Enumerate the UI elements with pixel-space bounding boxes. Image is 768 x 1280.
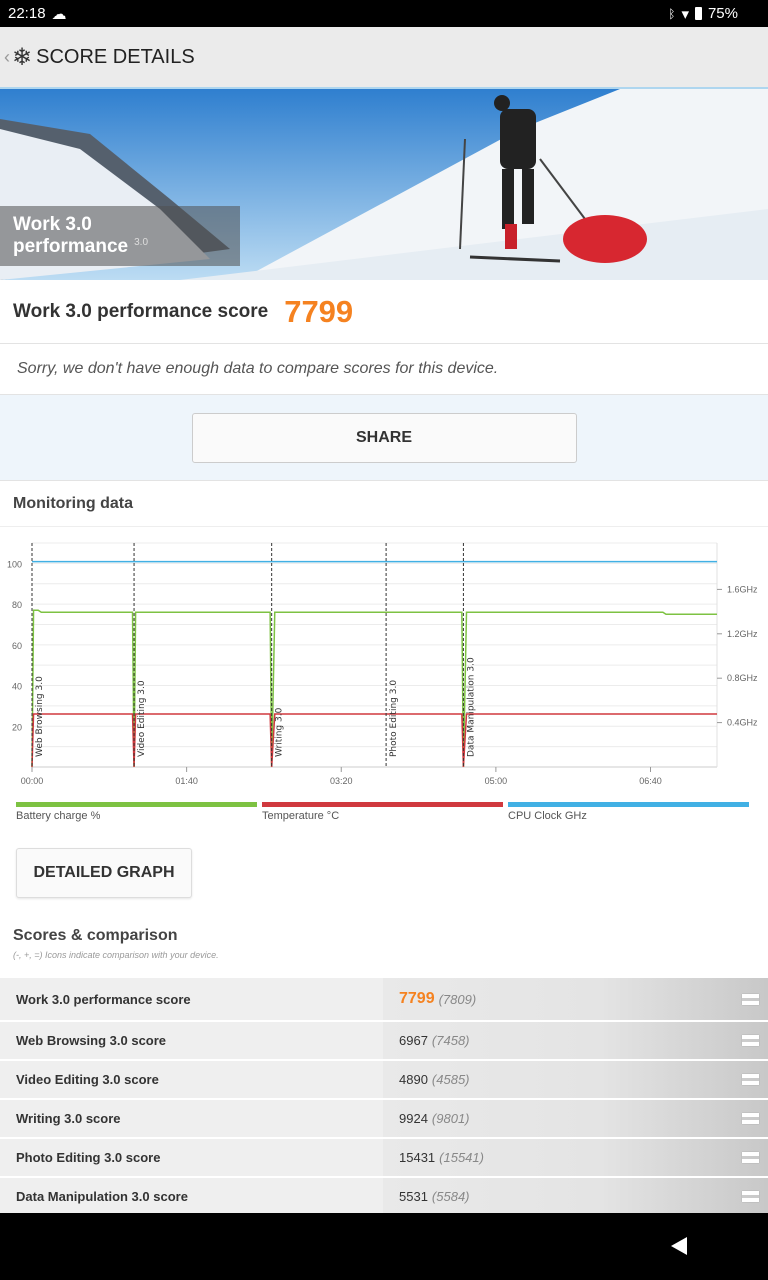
wifi-icon: ▾ [681,5,689,23]
cloud-icon: ☁ [51,5,67,23]
y-right-tick-label: 0.4GHz [727,718,758,728]
compare-message: Sorry, we don't have enough data to comp… [17,360,499,377]
hero-title: Work 3.0 performance 3.0 [0,206,240,266]
row-label: Writing 3.0 score [16,1111,121,1126]
test-marker-label: Writing 3.0 [275,707,285,757]
x-tick-label: 06:40 [639,776,662,786]
legend-swatch [262,802,503,807]
scores-title: Scores & comparison [13,927,178,944]
monitoring-chart: 20 40 60 80 100 0.4GHz 0.8GHz 1.2GHz 1.6GHz 00:00… [7,542,758,786]
row-label: Data Manipulation 3.0 score [16,1189,188,1204]
y-tick-label: 80 [12,600,22,610]
x-tick-label: 03:20 [330,776,353,786]
row-compare: (7458) [431,1033,470,1048]
row-compare: (9801) [431,1111,470,1126]
equal-icon [742,1152,759,1163]
table-row[interactable]: Photo Editing 3.0 score 15431 (15541) [0,1137,768,1176]
row-label: Photo Editing 3.0 score [16,1150,161,1165]
row-value: 4890 [399,1072,428,1087]
equal-icon [742,1191,759,1202]
share-button[interactable]: SHARE [191,412,577,463]
table-row[interactable]: Video Editing 3.0 score 4890 (4585) [0,1059,768,1098]
test-marker-label: Data Manipulation 3.0 [466,657,476,757]
row-compare: (15541) [439,1150,484,1165]
y-tick-label: 60 [12,641,22,651]
legend-cpu-clock: CPU Clock GHz [508,802,749,822]
share-section: SHARE [0,394,768,480]
battery-percent: 75% [707,5,738,22]
row-value: 6967 [399,1033,428,1048]
test-marker-label: Video Editing 3.0 [137,680,147,757]
battery-icon [694,7,702,20]
equal-icon [742,1074,759,1085]
back-triangle-icon[interactable] [671,1237,687,1255]
legend-label: Battery charge % [16,810,101,822]
score-row: Work 3.0 performance score 7799 [0,280,768,344]
row-value: 15431 [399,1150,436,1165]
legend-battery: Battery charge % [16,802,257,822]
chart-legend: Battery charge % Temperature °C CPU Cloc… [16,802,749,822]
series-line [31,713,717,768]
row-value: 7799 [399,990,435,1007]
row-compare: (5584) [431,1189,470,1204]
row-compare: (7809) [438,991,477,1007]
row-value: 9924 [399,1111,428,1126]
legend-label: CPU Clock GHz [508,810,587,822]
status-bar: 22:18 ☁ ᛒ ▾ 75% [0,0,768,27]
equal-icon [742,1113,759,1124]
y-tick-label: 20 [12,722,22,732]
equal-icon [742,1035,759,1046]
table-row[interactable]: Work 3.0 performance score 7799 (7809) [0,976,768,1020]
series-line [31,609,717,768]
hero-version: 3.0 [134,236,149,248]
score-value: 7799 [284,293,354,329]
x-tick-label: 01:40 [175,776,198,786]
scores-header: Scores & comparison (-, +, =) Icons indi… [13,927,219,960]
scores-subtitle: (-, +, =) Icons indicate comparison with… [13,950,219,960]
table-row[interactable]: Web Browsing 3.0 score 6967 (7458) [0,1020,768,1059]
hero-title-text: Work 3.0 performance [13,214,129,257]
score-label: Work 3.0 performance score [13,300,269,322]
legend-swatch [508,802,749,807]
x-tick-label: 00:00 [21,776,44,786]
y-right-tick-label: 1.6GHz [727,584,758,594]
test-marker-label: Photo Editing 3.0 [389,680,399,757]
y-tick-label: 40 [12,682,22,692]
hero-banner: Work 3.0 performance 3.0 [0,89,768,280]
monitoring-title: Monitoring data [0,480,768,527]
legend-label: Temperature °C [262,810,340,822]
page-title: SCORE DETAILS [36,45,195,68]
app-bar: ‹ ❄ SCORE DETAILS [0,27,768,89]
test-marker-label: Web Browsing 3.0 [35,676,45,757]
row-label: Web Browsing 3.0 score [16,1033,167,1048]
y-right-tick-label: 0.8GHz [727,673,758,683]
scores-table: Work 3.0 performance score 7799 (7809) Web… [0,976,768,1215]
row-compare: (4585) [431,1072,470,1087]
table-row[interactable]: Writing 3.0 score 9924 (9801) [0,1098,768,1137]
snowflake-icon[interactable]: ❄ [12,43,33,71]
clock: 22:18 [8,5,46,22]
row-label: Video Editing 3.0 score [16,1072,159,1087]
y-tick-label: 100 [7,559,22,569]
navigation-bar [0,1213,768,1280]
row-value: 5531 [399,1189,428,1204]
skier-figure [459,95,647,263]
y-right-tick-label: 1.2GHz [727,629,758,639]
table-row[interactable]: Data Manipulation 3.0 score 5531 (5584) [0,1176,768,1215]
legend-temperature: Temperature °C [262,802,503,822]
row-label: Work 3.0 performance score [16,991,191,1007]
legend-swatch [16,802,257,807]
equal-icon [742,993,759,1005]
chevron-left-icon[interactable]: ‹ [4,46,10,67]
detailed-graph-button[interactable]: DETAILED GRAPH [16,848,192,898]
bluetooth-icon: ᛒ [668,6,676,21]
x-tick-label: 05:00 [485,776,508,786]
